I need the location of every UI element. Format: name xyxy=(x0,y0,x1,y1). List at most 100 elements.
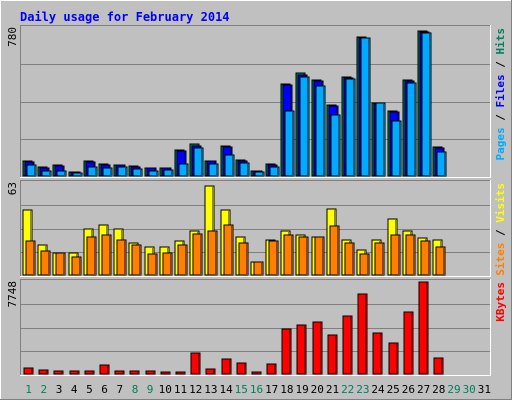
bar-shade xyxy=(291,236,293,275)
bar-shade xyxy=(441,359,443,374)
x-tick-day-29: 29 xyxy=(447,383,460,396)
bar-shade xyxy=(122,372,124,374)
x-tick-day-27: 27 xyxy=(417,383,430,396)
bar-shade xyxy=(399,122,401,176)
x-tick-day-21: 21 xyxy=(326,383,339,396)
bar-shade xyxy=(170,254,172,275)
bar-shade xyxy=(61,372,63,374)
bar-shade xyxy=(109,236,111,275)
bar-shade xyxy=(426,283,428,374)
bar-shade xyxy=(350,317,352,374)
bar-shade xyxy=(231,226,233,275)
bar-shade xyxy=(413,236,415,275)
y-max-label-bottom: 7748 xyxy=(6,281,19,308)
x-tick-day-24: 24 xyxy=(371,383,385,396)
panel-middle: 63 Sites / Visits xyxy=(6,180,507,277)
bar-shade xyxy=(335,336,337,374)
bar-shade xyxy=(201,149,203,176)
legend-entry-kbytes: KBytes xyxy=(494,282,507,322)
bar-shade xyxy=(411,313,413,374)
bar-shade xyxy=(200,235,202,275)
legend-entry-hits: Hits xyxy=(494,28,507,55)
bar-shade xyxy=(383,104,385,176)
x-tick-day-17: 17 xyxy=(265,383,278,396)
x-tick-day-23: 23 xyxy=(356,383,369,396)
x-tick-day-14: 14 xyxy=(219,383,233,396)
chart-panels: 780 Pages / Files / Hits 63 Sites / Visits 7… xyxy=(6,25,507,376)
series-pages xyxy=(26,32,447,177)
x-tick-day-11: 11 xyxy=(174,383,187,396)
bar-shade xyxy=(49,172,51,176)
x-tick-day-22: 22 xyxy=(341,383,354,396)
bar-shade xyxy=(320,323,322,374)
x-tick-day-7: 7 xyxy=(116,383,123,396)
bar-shade xyxy=(125,168,127,176)
legend-separator: / xyxy=(494,108,507,128)
bar-shade xyxy=(216,165,218,176)
bar-shade xyxy=(261,263,263,275)
bar-shade xyxy=(322,238,324,275)
bar-shade xyxy=(31,369,33,374)
x-tick-day-28: 28 xyxy=(432,383,445,396)
x-tick-day-26: 26 xyxy=(402,383,415,396)
bar-shade xyxy=(185,246,187,275)
bar-shade xyxy=(124,241,126,275)
x-tick-day-2: 2 xyxy=(40,383,47,396)
x-tick-day-18: 18 xyxy=(280,383,293,396)
bar-shade xyxy=(246,244,248,275)
y-max-label-middle: 63 xyxy=(6,182,19,195)
bar-shade xyxy=(186,165,188,176)
bar-shade xyxy=(276,242,278,275)
x-tick-day-16: 16 xyxy=(250,383,263,396)
panel-top: 780 Pages / Files / Hits xyxy=(6,25,507,178)
x-tick-day-13: 13 xyxy=(204,383,217,396)
bar-shade xyxy=(215,232,217,275)
bar-shade xyxy=(48,252,50,275)
bar-shade xyxy=(353,80,355,176)
bar-shade xyxy=(323,87,325,176)
bar-shade xyxy=(428,242,430,275)
bar-shade xyxy=(63,254,65,275)
x-tick-day-5: 5 xyxy=(86,383,93,396)
legend-entry-pages: Pages xyxy=(494,127,507,160)
bar-shade xyxy=(380,334,382,374)
legend-separator: / xyxy=(494,223,507,243)
bar-shade xyxy=(155,255,157,275)
legend-entry-files: Files xyxy=(494,74,507,107)
y-max-label-top: 780 xyxy=(6,27,19,47)
bar-shade xyxy=(307,78,309,176)
x-tick-day-25: 25 xyxy=(387,383,400,396)
x-tick-day-31: 31 xyxy=(478,383,491,396)
bar-shade xyxy=(262,173,264,176)
x-tick-day-20: 20 xyxy=(311,383,324,396)
x-tick-day-30: 30 xyxy=(463,383,476,396)
bar-shade xyxy=(414,84,416,176)
bar-shade xyxy=(92,372,94,374)
bar-shade xyxy=(367,255,369,275)
bar-shade xyxy=(156,172,158,176)
bar-shade xyxy=(429,34,431,176)
bar-shade xyxy=(443,248,445,275)
bar-shade xyxy=(232,156,234,176)
bar-shade xyxy=(289,330,291,374)
bar-shade xyxy=(198,354,200,374)
bar-shade xyxy=(244,364,246,374)
x-tick-day-12: 12 xyxy=(189,383,202,396)
bar-shade xyxy=(337,227,339,275)
bar-shade xyxy=(396,344,398,374)
legend-entry-visits: Visits xyxy=(494,183,507,223)
bar-shade xyxy=(94,238,96,275)
bar-shade xyxy=(34,166,36,176)
x-tick-day-9: 9 xyxy=(147,383,154,396)
x-tick-day-6: 6 xyxy=(101,383,108,396)
series-kbytes xyxy=(23,281,444,375)
bar-shade xyxy=(382,244,384,275)
bar-shade xyxy=(110,169,112,176)
x-tick-day-19: 19 xyxy=(295,383,308,396)
x-tick-day-4: 4 xyxy=(71,383,78,396)
bar-shade xyxy=(137,372,139,374)
bar-shade xyxy=(183,373,185,374)
x-tick-day-1: 1 xyxy=(25,383,32,396)
